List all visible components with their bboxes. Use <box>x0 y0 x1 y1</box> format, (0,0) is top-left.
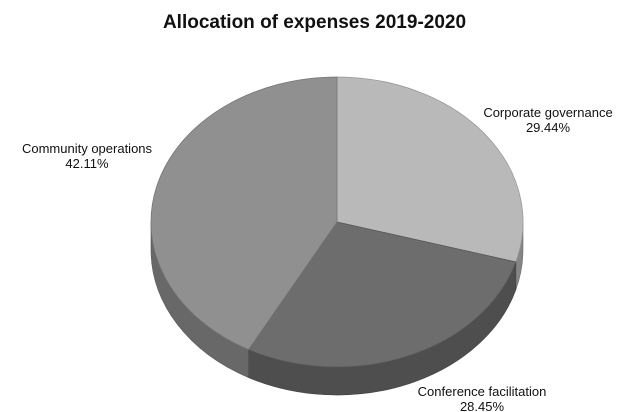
slice-label-community-operations: Community operations <box>22 141 153 156</box>
slice-value-conference-facilitation: 28.45% <box>460 399 505 412</box>
slice-label-conference-facilitation: Conference facilitation <box>418 384 547 399</box>
pie-slice-corporate-governance <box>336 76 524 263</box>
slice-label-corporate-governance: Corporate governance <box>483 105 612 120</box>
chart-title: Allocation of expenses 2019-2020 <box>162 12 467 33</box>
pie-slice-community-operations <box>150 76 338 351</box>
slice-value-corporate-governance: 29.44% <box>526 120 571 135</box>
slice-value-community-operations: 42.11% <box>65 156 109 171</box>
pie-slice-conference-facilitation <box>247 221 517 368</box>
